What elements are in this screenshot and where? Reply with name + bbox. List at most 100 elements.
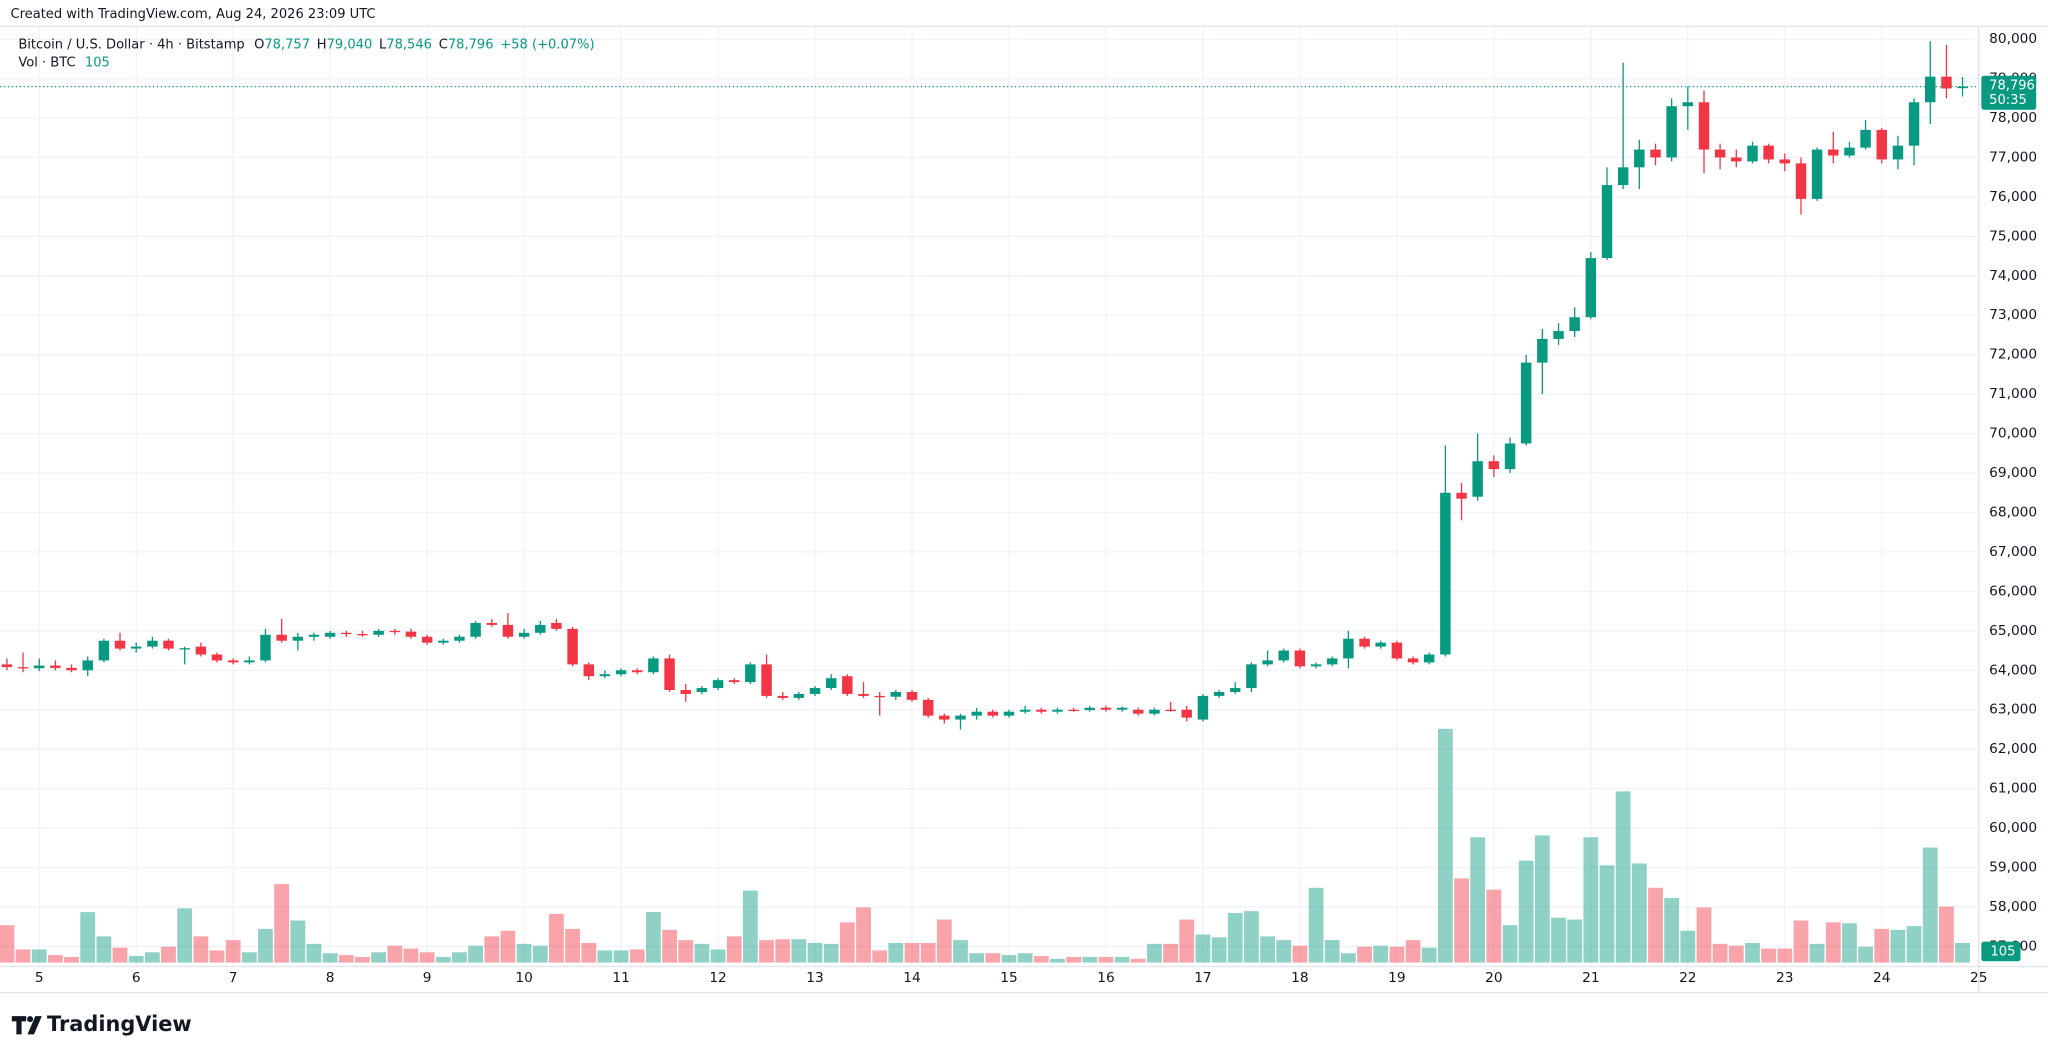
candle-body <box>1585 258 1597 318</box>
candle-body <box>1326 658 1338 665</box>
candle-body <box>1698 102 1710 150</box>
candle-body <box>1262 660 1273 665</box>
candle-body <box>1084 707 1095 711</box>
candle-body <box>1488 461 1500 470</box>
candle-body <box>939 715 950 720</box>
volume-bar <box>1373 945 1389 963</box>
volume-bar <box>936 919 952 963</box>
candle-body <box>712 680 724 689</box>
candle-body <box>1892 145 1904 160</box>
candle-body <box>114 640 126 649</box>
volume-bar <box>1874 928 1890 963</box>
volume-bar <box>1858 946 1873 963</box>
candle-body <box>1908 102 1920 146</box>
candle-body <box>906 691 918 700</box>
candle-body <box>518 632 530 637</box>
volume-bar <box>1163 943 1179 963</box>
y-tick-label: 69,000 <box>1989 465 2037 481</box>
price-tag-countdown: 50:35 <box>1989 93 2027 108</box>
candle-body <box>308 634 320 637</box>
candle-body <box>502 624 514 637</box>
candle-body <box>615 670 627 675</box>
volume-bar <box>1906 926 1922 963</box>
volume-bar <box>1712 943 1728 963</box>
y-tick-label: 64,000 <box>1989 662 2037 678</box>
candle-body <box>648 658 659 673</box>
candle-body <box>987 711 999 716</box>
volume-bar <box>1922 847 1938 963</box>
volume-bar <box>1260 936 1276 963</box>
volume-bar <box>1098 956 1114 963</box>
volume-bar <box>161 946 176 963</box>
y-tick-label: 63,000 <box>1989 702 2037 718</box>
candle-body <box>1634 149 1645 168</box>
candle-body <box>405 631 417 637</box>
y-tick-label: 73,000 <box>1989 307 2037 323</box>
o-key: O <box>254 37 264 52</box>
volume-bar <box>856 907 871 963</box>
volume-bar <box>1324 940 1340 963</box>
candle-body <box>777 695 788 698</box>
volume-bar <box>1486 889 1502 963</box>
candle-body <box>1504 443 1516 470</box>
volume-bar <box>1195 934 1211 963</box>
x-tick-label: 7 <box>229 970 238 986</box>
candle-body <box>922 699 934 716</box>
y-tick-label: 67,000 <box>1989 544 2037 560</box>
volume-bar <box>500 930 516 963</box>
volume-bar <box>468 945 484 963</box>
x-tick-label: 24 <box>1873 970 1890 986</box>
x-tick-label: 21 <box>1582 970 1599 986</box>
candle-body <box>211 654 223 661</box>
candle-body <box>1456 492 1467 499</box>
y-tick-label: 58,000 <box>1989 899 2037 915</box>
volume-bar <box>338 955 354 963</box>
volume-bar <box>823 943 839 963</box>
candle-body <box>696 688 708 692</box>
volume-bar <box>759 940 774 963</box>
candle-body <box>1294 650 1306 667</box>
candle-body <box>1860 129 1871 148</box>
candle-body <box>890 691 902 697</box>
candle-body <box>1068 709 1079 712</box>
volume-bar <box>1082 956 1098 963</box>
candle-body <box>858 693 869 696</box>
vol-value: 105 <box>85 55 110 70</box>
volume-bar <box>904 942 920 963</box>
volume-bar <box>128 956 144 963</box>
candle-body <box>179 648 190 650</box>
volume-bar <box>96 936 112 963</box>
logo-text: TradingView <box>47 1012 192 1036</box>
volume-bar <box>1276 940 1292 963</box>
candle-body <box>680 689 691 694</box>
candle-body <box>761 664 772 696</box>
candle-body <box>599 674 611 677</box>
volume-bar <box>532 945 548 963</box>
volume-bar <box>1939 906 1954 963</box>
candle-body <box>1213 691 1225 696</box>
candle-body <box>163 640 174 649</box>
volume-bar <box>1421 947 1437 963</box>
volume-bar <box>80 912 96 963</box>
candle-body <box>1391 642 1403 659</box>
candle-body <box>1537 338 1548 363</box>
volume-bar <box>1680 930 1696 963</box>
volume-bar <box>742 890 758 963</box>
candle-body <box>1731 157 1742 162</box>
volume-bar <box>1308 887 1324 963</box>
volume-bar <box>15 949 31 963</box>
volume-bar <box>1066 956 1082 963</box>
volume-bar <box>1631 863 1647 963</box>
y-tick-label: 72,000 <box>1989 347 2037 363</box>
x-tick-label: 25 <box>1970 970 1987 986</box>
volume-bar <box>452 952 467 963</box>
volume-bar <box>678 940 694 963</box>
volume-bar <box>1470 837 1486 963</box>
volume-bar <box>791 939 807 963</box>
volume-bar <box>484 936 500 963</box>
x-tick-label: 9 <box>423 970 432 986</box>
candle-body <box>1876 129 1887 160</box>
x-tick-label: 18 <box>1291 970 1308 986</box>
